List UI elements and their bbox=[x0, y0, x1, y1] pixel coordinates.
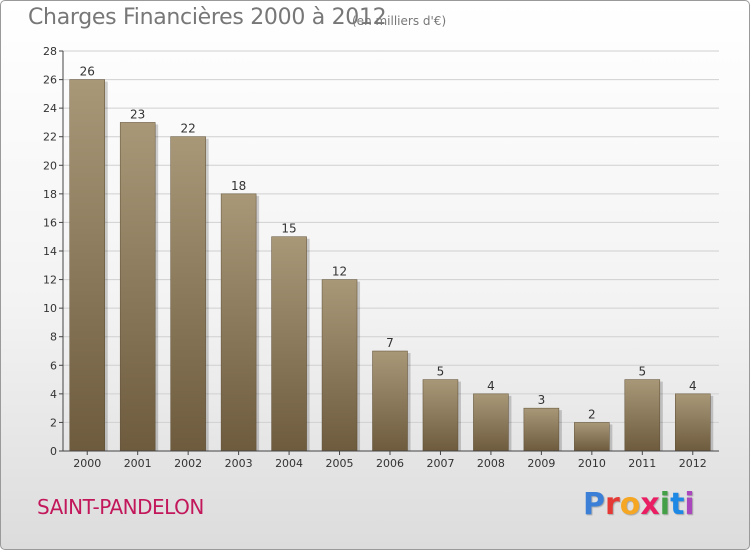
y-tick-label: 6 bbox=[50, 359, 57, 372]
y-tick-label: 18 bbox=[43, 188, 57, 201]
bar-2012 bbox=[675, 393, 711, 452]
chart-title: Charges Financières 2000 à 2012 bbox=[28, 5, 387, 30]
data-label: 23 bbox=[130, 107, 145, 121]
x-tick-label: 2009 bbox=[527, 457, 555, 470]
bar-2000 bbox=[69, 79, 105, 452]
x-tick-label: 2002 bbox=[174, 457, 202, 470]
y-tick-label: 22 bbox=[43, 131, 57, 144]
data-label: 3 bbox=[538, 393, 546, 407]
x-tick-label: 2010 bbox=[578, 457, 606, 470]
data-label: 18 bbox=[231, 179, 246, 193]
bar-2003 bbox=[220, 193, 257, 452]
logo-letter: o bbox=[619, 487, 641, 522]
data-label: 5 bbox=[437, 365, 445, 379]
y-tick-label: 24 bbox=[43, 102, 57, 115]
bars-layer: 26 23 22 18 15 12 7 5 4 3 2 5 4 bbox=[69, 65, 714, 452]
y-tick-label: 14 bbox=[43, 245, 57, 258]
bar-2002 bbox=[170, 136, 206, 452]
data-label: 4 bbox=[487, 379, 495, 393]
location-name: SAINT-PANDELON bbox=[37, 495, 204, 519]
x-tick-label: 2006 bbox=[376, 457, 404, 470]
y-tick-label: 20 bbox=[43, 159, 57, 172]
bar-2008 bbox=[473, 393, 509, 452]
logo-letter: r bbox=[605, 487, 620, 522]
data-label: 4 bbox=[689, 379, 697, 393]
x-tick-label: 2012 bbox=[679, 457, 707, 470]
x-tick-label: 2001 bbox=[124, 457, 152, 470]
x-tick-label: 2003 bbox=[225, 457, 253, 470]
bar-2007 bbox=[422, 379, 459, 452]
proxiti-logo: Proxiti bbox=[583, 487, 695, 522]
x-tick-label: 2004 bbox=[275, 457, 303, 470]
bar-2006 bbox=[372, 350, 408, 452]
logo-letter: P bbox=[583, 487, 605, 522]
bar-2009 bbox=[523, 407, 560, 452]
logo-letter: t bbox=[670, 487, 685, 522]
bar-2010 bbox=[574, 422, 610, 452]
x-tick-label: 2000 bbox=[73, 457, 101, 470]
logo-letter: x bbox=[640, 487, 660, 522]
bar-2005 bbox=[321, 279, 358, 452]
data-label: 12 bbox=[332, 265, 347, 279]
logo-letter: i bbox=[684, 487, 695, 522]
y-tick-label: 12 bbox=[43, 274, 57, 287]
y-tick-label: 28 bbox=[43, 45, 57, 58]
y-tick-label: 0 bbox=[50, 445, 57, 458]
logo-letter: i bbox=[659, 487, 671, 522]
data-label: 22 bbox=[181, 122, 196, 136]
y-tick-label: 16 bbox=[43, 216, 57, 229]
chart-subtitle: (en milliers d'€) bbox=[352, 14, 447, 28]
bar-2011 bbox=[624, 379, 661, 452]
x-tick-label: 2007 bbox=[426, 457, 454, 470]
x-tick-label: 2011 bbox=[628, 457, 656, 470]
y-tick-label: 4 bbox=[50, 388, 57, 401]
data-label: 15 bbox=[281, 222, 296, 236]
data-label: 7 bbox=[386, 336, 394, 350]
y-tick-label: 10 bbox=[43, 302, 57, 315]
y-tick-label: 8 bbox=[50, 331, 57, 344]
x-tick-label: 2008 bbox=[477, 457, 505, 470]
x-tick-label: 2005 bbox=[326, 457, 354, 470]
data-label: 2 bbox=[588, 407, 596, 421]
data-label: 5 bbox=[638, 365, 646, 379]
y-tick-label: 2 bbox=[50, 416, 57, 429]
y-tick-label: 26 bbox=[43, 74, 57, 87]
bar-2001 bbox=[119, 122, 156, 452]
data-label: 26 bbox=[80, 65, 95, 79]
bar-2004 bbox=[271, 236, 307, 452]
